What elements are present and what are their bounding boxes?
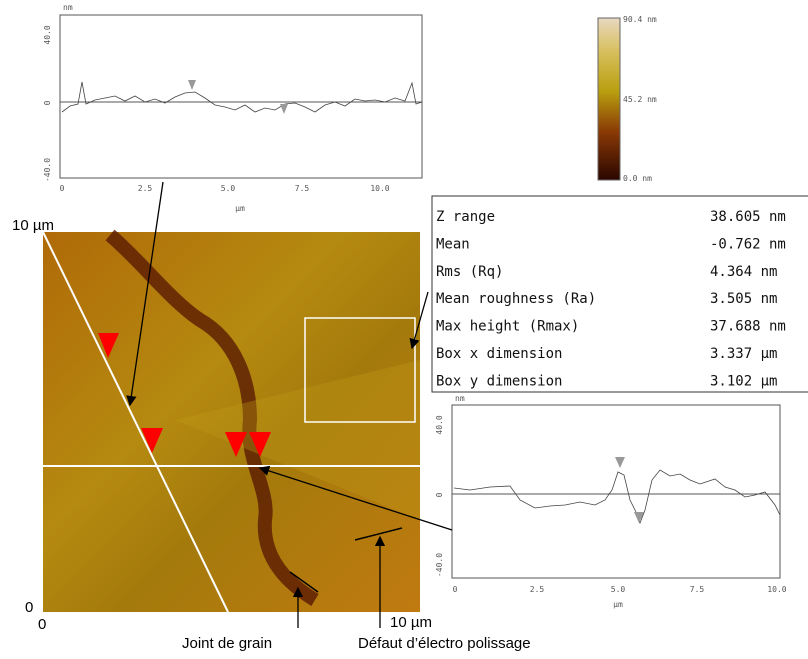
x-axis-label: μm	[235, 204, 245, 213]
table-value: 3.102 µm	[710, 373, 777, 389]
x-tick-label: 0	[60, 184, 65, 193]
x-tick-label: 7.5	[690, 585, 705, 594]
y-tick-label: -40.0	[43, 158, 52, 182]
cursor	[280, 104, 288, 114]
marker	[249, 432, 271, 457]
table-value: 38.605 nm	[710, 209, 786, 225]
marker	[141, 428, 163, 453]
y-tick-label: 0	[43, 100, 52, 105]
axis-label: 10 µm	[390, 614, 432, 631]
top-profile: nm 40.0 0 -40.0 0 2.5 5.0 7.5 10.0 μm	[43, 3, 423, 213]
axis-label: 0	[25, 599, 33, 616]
colorbar-gradient	[597, 17, 621, 181]
x-tick-label: 2.5	[138, 184, 153, 193]
x-tick-label: 2.5	[530, 585, 545, 594]
table-label: Mean	[436, 236, 470, 252]
table-label: Rms (Rq)	[436, 264, 503, 280]
cursor	[188, 80, 196, 90]
marker	[98, 333, 119, 358]
grain-boundary	[105, 229, 319, 607]
axis-label: 0	[38, 616, 46, 633]
table-value: 3.337 µm	[710, 346, 777, 362]
grain-region	[175, 360, 420, 520]
profile-curve	[61, 81, 423, 113]
plot-frame	[59, 14, 423, 179]
annotation: Défaut d’électro polissage	[358, 635, 531, 652]
x-tick-label: 10.0	[370, 184, 389, 193]
arrow	[126, 181, 164, 407]
table-value: 4.364 nm	[710, 264, 777, 280]
cursor	[615, 457, 625, 468]
stats-table: Z range 38.605 nm Mean -0.762 nm Rms (Rq) 4.3…	[431, 195, 808, 393]
defect-mark	[354, 527, 403, 541]
table-label: Max height (Rmax)	[436, 319, 579, 335]
defect-mark	[289, 571, 319, 593]
table-value: 37.688 nm	[710, 319, 786, 335]
y-unit: nm	[63, 3, 73, 12]
bottom-profile: nm 40.0 0 -40.0 0 2.5 5.0 7.5 10.0 μm	[435, 394, 787, 609]
selection-box	[304, 317, 416, 423]
arrow	[409, 291, 429, 350]
cursor	[634, 512, 644, 523]
axis-label: 10 µm	[12, 217, 54, 234]
annotation: Joint de grain	[182, 635, 272, 652]
x-tick-label: 10.0	[767, 585, 786, 594]
colorbar-label: 90.4 nm	[623, 15, 657, 24]
y-tick-label: 40.0	[435, 415, 444, 434]
table-label: Box x dimension	[436, 346, 562, 362]
x-tick-label: 0	[453, 585, 458, 594]
afm-image: 10 µm 0 0 10 µm	[12, 217, 432, 633]
y-tick-label: -40.0	[435, 553, 444, 577]
colorbar-label: 0.0 nm	[623, 174, 652, 183]
table-label: Z range	[436, 209, 495, 225]
x-tick-label: 7.5	[295, 184, 310, 193]
y-unit: nm	[455, 394, 465, 403]
x-axis-label: μm	[613, 600, 623, 609]
colorbar: 90.4 nm 45.2 nm 0.0 nm	[597, 15, 657, 183]
arrow	[258, 465, 453, 531]
x-tick-label: 5.0	[611, 585, 626, 594]
table-label: Mean roughness (Ra)	[436, 291, 596, 307]
table-value: -0.762 nm	[710, 236, 786, 252]
y-tick-label: 40.0	[43, 25, 52, 44]
colorbar-label: 45.2 nm	[623, 95, 657, 104]
marker	[225, 432, 247, 457]
table-value: 3.505 nm	[710, 291, 777, 307]
y-tick-label: 0	[435, 492, 444, 497]
table-frame	[431, 195, 808, 393]
table-label: Box y dimension	[436, 373, 562, 389]
x-tick-label: 5.0	[221, 184, 236, 193]
profile-line	[42, 231, 229, 613]
plot-frame	[451, 404, 781, 579]
